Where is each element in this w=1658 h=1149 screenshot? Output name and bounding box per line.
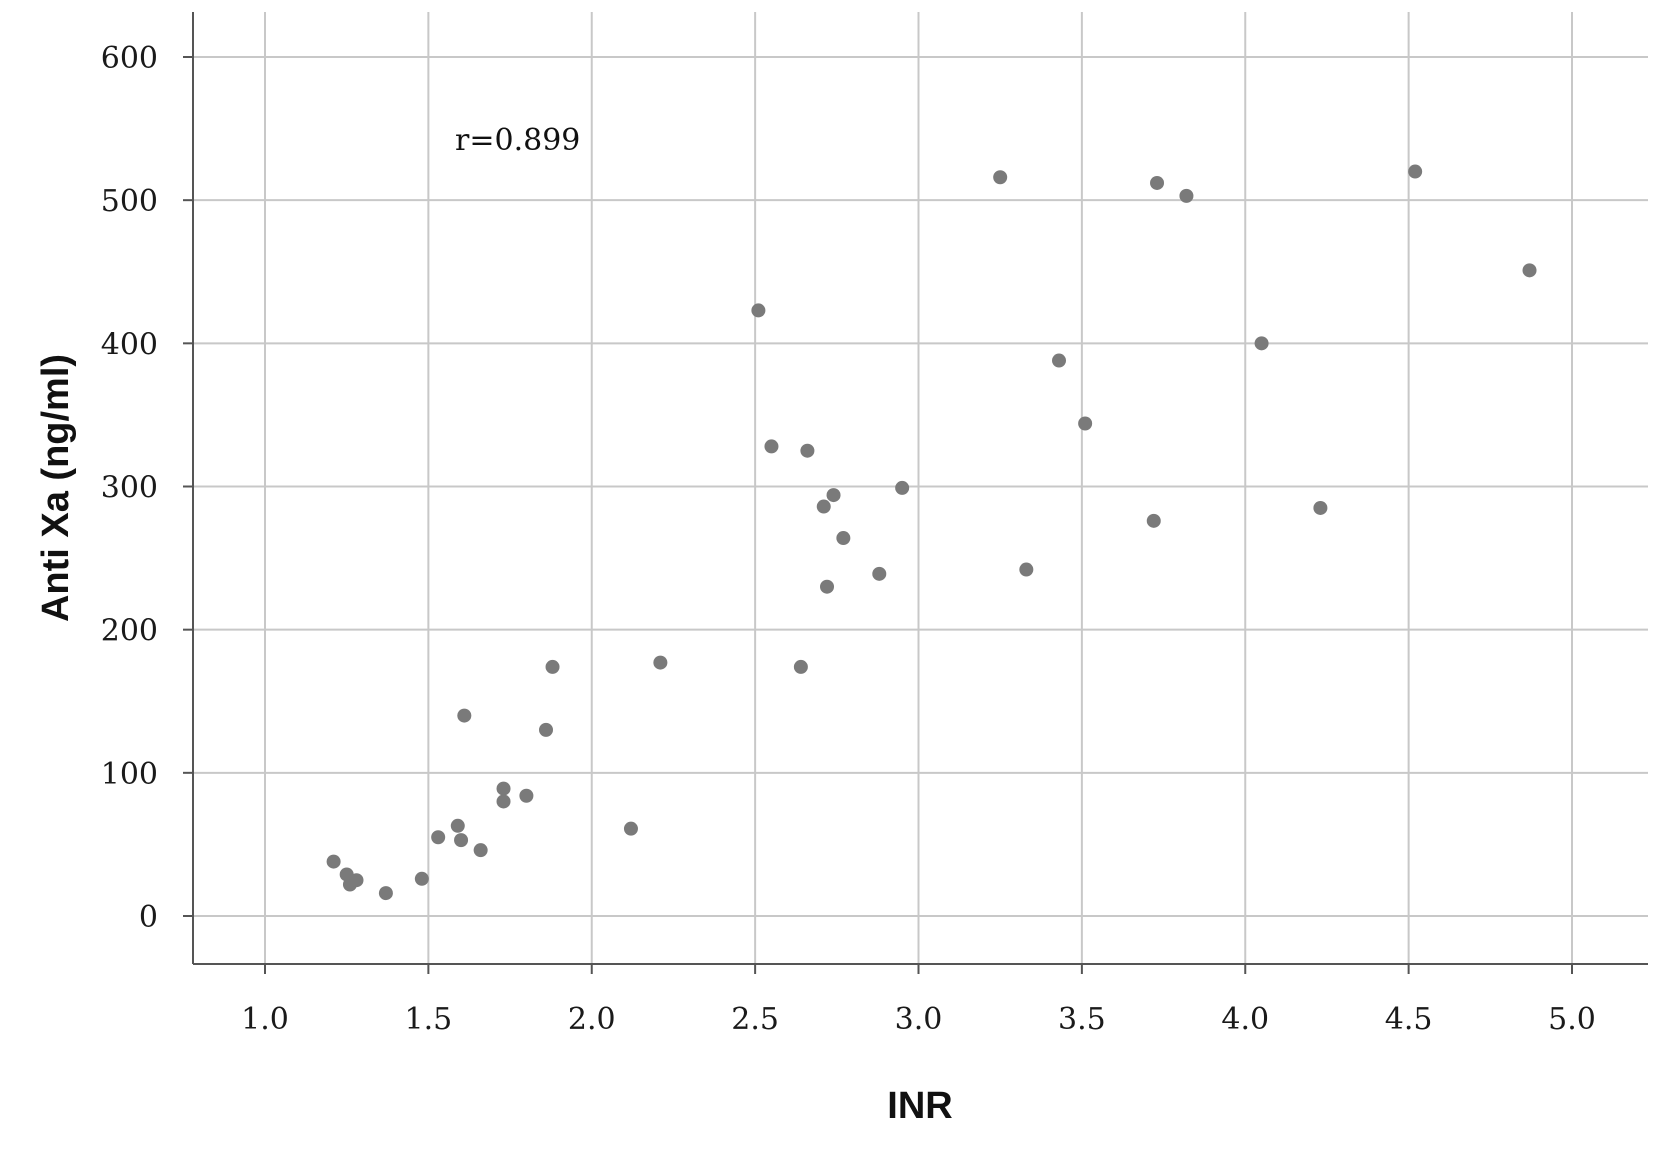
data-point xyxy=(496,794,511,809)
x-tick-label: 5.0 xyxy=(1548,1002,1596,1037)
data-point xyxy=(414,871,429,886)
data-point xyxy=(1179,188,1194,203)
y-tick-label: 500 xyxy=(101,184,158,219)
data-point xyxy=(378,886,393,901)
data-point xyxy=(450,818,465,833)
x-tick-label: 1.0 xyxy=(241,1002,289,1037)
data-point xyxy=(653,655,668,670)
data-point xyxy=(1019,562,1034,577)
data-point xyxy=(496,781,511,796)
data-point xyxy=(457,708,472,723)
x-tick-label: 2.5 xyxy=(731,1002,779,1037)
data-point xyxy=(623,821,638,836)
data-point xyxy=(1146,513,1161,528)
y-tick-label: 0 xyxy=(139,900,158,935)
gridlines xyxy=(193,12,1648,964)
data-point xyxy=(993,170,1008,185)
data-point xyxy=(1078,416,1093,431)
data-point xyxy=(1150,175,1165,190)
x-tick-label: 1.5 xyxy=(405,1002,453,1037)
y-axis-title: Anti Xa (ng/ml) xyxy=(35,354,77,622)
x-tick-label: 2.0 xyxy=(568,1002,616,1037)
y-tick-label: 400 xyxy=(101,327,158,362)
data-point xyxy=(1522,263,1537,278)
data-point xyxy=(431,830,446,845)
data-point xyxy=(872,566,887,581)
y-tick-label: 100 xyxy=(101,757,158,792)
data-point xyxy=(816,499,831,514)
x-tick-labels: 1.0 1.5 2.0 2.5 3.0 3.5 4.0 4.5 5.0 xyxy=(241,964,1596,1037)
data-point xyxy=(793,659,808,674)
data-point xyxy=(473,843,488,858)
data-point xyxy=(1254,336,1269,351)
data-point xyxy=(454,833,469,848)
data-point xyxy=(326,854,341,869)
data-point xyxy=(519,788,534,803)
data-point xyxy=(349,873,364,888)
x-tick-label: 3.0 xyxy=(895,1002,943,1037)
data-point xyxy=(826,488,841,503)
x-tick-label: 4.0 xyxy=(1221,1002,1269,1037)
y-tick-label: 600 xyxy=(101,41,158,76)
data-point xyxy=(539,722,554,737)
data-point xyxy=(800,443,815,458)
data-point xyxy=(820,579,835,594)
data-point xyxy=(545,659,560,674)
axes xyxy=(192,12,1648,965)
x-tick-label: 3.5 xyxy=(1058,1002,1106,1037)
y-tick-label: 300 xyxy=(101,471,158,506)
x-tick-label: 4.5 xyxy=(1385,1002,1433,1037)
data-point xyxy=(764,439,779,454)
data-point xyxy=(751,303,766,318)
correlation-annotation: r=0.899 xyxy=(455,123,580,158)
data-point xyxy=(836,531,851,546)
data-point xyxy=(1408,164,1423,179)
data-point xyxy=(1052,353,1067,368)
data-point xyxy=(895,480,910,495)
data-points xyxy=(326,164,1537,901)
data-point xyxy=(1313,500,1328,515)
x-axis-title: INR xyxy=(887,1085,952,1127)
y-tick-label: 200 xyxy=(101,614,158,649)
y-tick-labels: 0 100 200 300 400 500 600 xyxy=(101,41,193,935)
